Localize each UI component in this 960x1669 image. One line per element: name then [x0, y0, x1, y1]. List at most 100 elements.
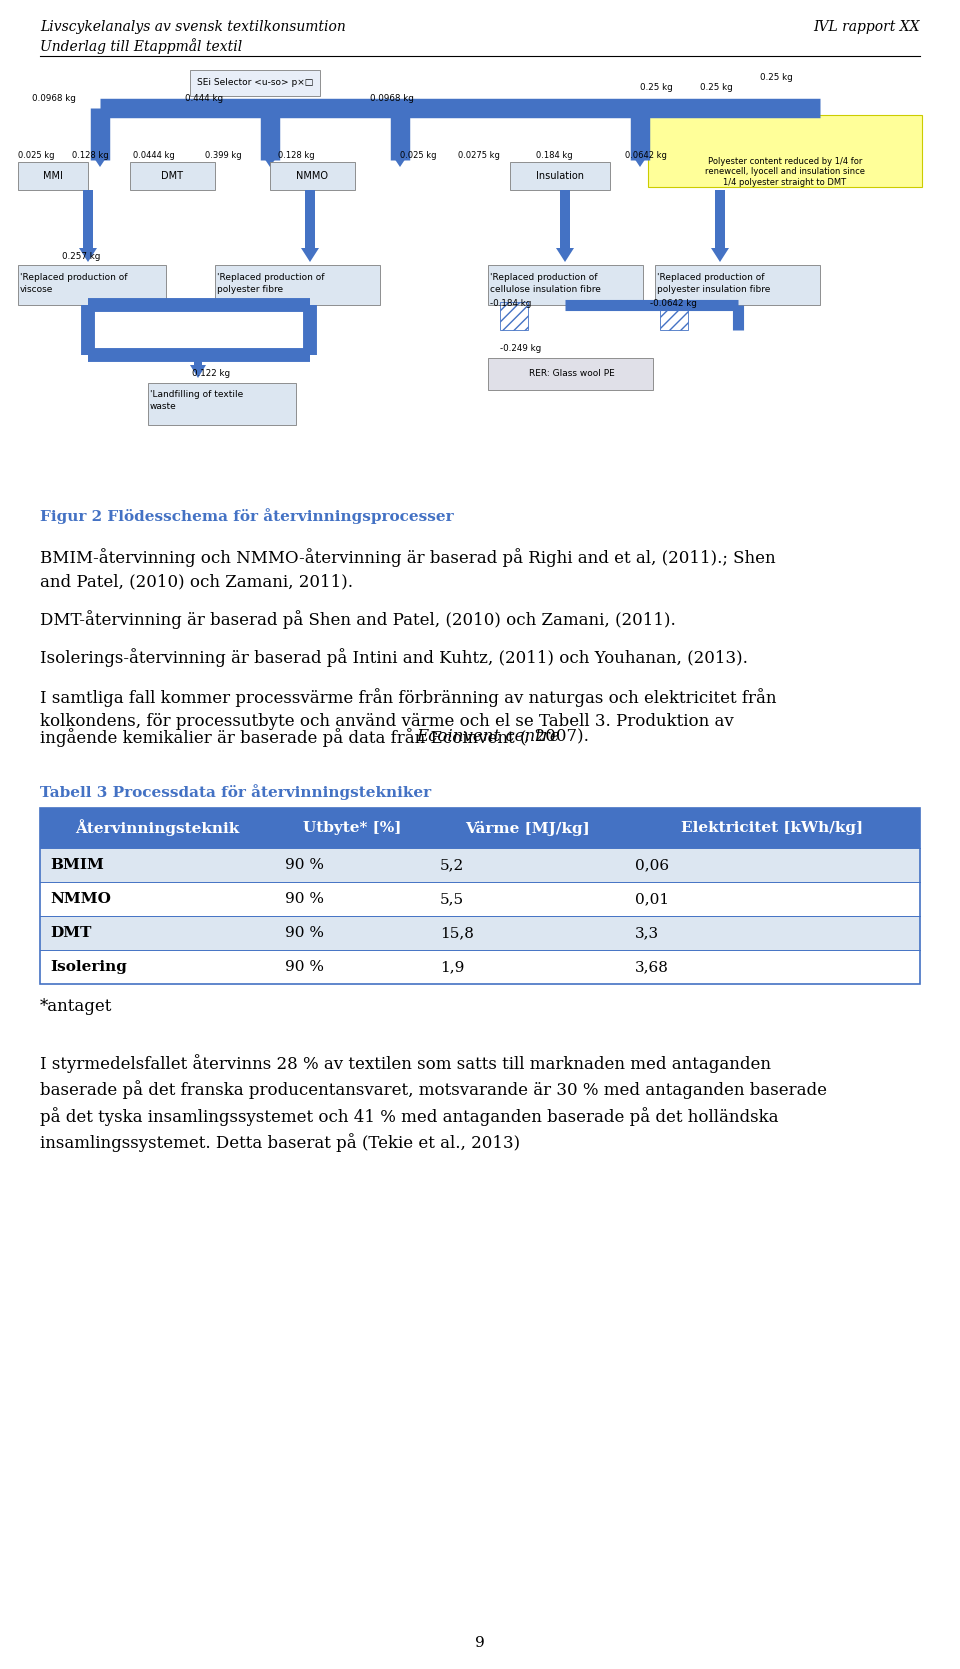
FancyBboxPatch shape [648, 115, 922, 187]
Text: polyester fibre: polyester fibre [217, 285, 283, 294]
Text: 1,9: 1,9 [440, 960, 465, 975]
Bar [40, 808, 920, 985]
Text: Utbyte* [%]: Utbyte* [%] [303, 821, 401, 834]
Text: 'Replaced production of: 'Replaced production of [217, 274, 324, 282]
Text: 0.257 kg: 0.257 kg [62, 252, 101, 260]
Bar [190, 70, 320, 97]
Text: 0.0275 kg: 0.0275 kg [458, 150, 500, 160]
Text: BMIM-återvinning och NMMO-återvinning är baserad på Righi and et al, (2011).; Sh: BMIM-återvinning och NMMO-återvinning är… [40, 547, 776, 591]
Bar [625, 848, 920, 881]
Polygon shape [392, 150, 408, 167]
Text: 0.128 kg: 0.128 kg [278, 150, 315, 160]
Bar [40, 916, 275, 950]
Text: 0.0642 kg: 0.0642 kg [625, 150, 667, 160]
Text: MMI: MMI [43, 170, 63, 180]
Bar [40, 881, 275, 916]
Text: Värme [MJ/kg]: Värme [MJ/kg] [466, 821, 589, 836]
Bar [488, 265, 643, 305]
Bar [18, 162, 88, 190]
Bar [430, 808, 625, 848]
Text: 0.128 kg: 0.128 kg [72, 150, 108, 160]
Bar [625, 808, 920, 848]
Text: waste: waste [150, 402, 177, 411]
Bar [430, 848, 625, 881]
Bar [625, 950, 920, 985]
Text: Livscykelanalys av svensk textilkonsumtion: Livscykelanalys av svensk textilkonsumti… [40, 20, 346, 33]
Bar [275, 881, 430, 916]
Text: 90 %: 90 % [285, 858, 324, 871]
Bar [275, 916, 430, 950]
Text: 0.25 kg: 0.25 kg [700, 83, 732, 92]
Polygon shape [79, 190, 97, 262]
Text: 'Landfilling of textile: 'Landfilling of textile [150, 391, 243, 399]
Text: 0.399 kg: 0.399 kg [205, 150, 242, 160]
Bar [40, 808, 275, 848]
Text: BMIM: BMIM [50, 858, 104, 871]
Polygon shape [92, 150, 108, 167]
Text: 0.25 kg: 0.25 kg [760, 73, 793, 82]
Polygon shape [556, 190, 574, 262]
Text: NMMO: NMMO [296, 170, 328, 180]
Text: Tabell 3 Processdata för återvinningstekniker: Tabell 3 Processdata för återvinningstek… [40, 784, 431, 799]
Text: *antaget: *antaget [40, 998, 112, 1015]
Text: 0.122 kg: 0.122 kg [192, 369, 230, 377]
Text: 90 %: 90 % [285, 891, 324, 906]
Text: SEi Selector <u-so> p×□: SEi Selector <u-so> p×□ [197, 78, 313, 87]
Text: viscose: viscose [20, 285, 54, 294]
Text: 0.0968 kg: 0.0968 kg [370, 93, 414, 103]
Text: I styrmedelsfallet återvinns 28 % av textilen som satts till marknaden med antag: I styrmedelsfallet återvinns 28 % av tex… [40, 1055, 827, 1152]
Text: 3,3: 3,3 [635, 926, 660, 940]
Bar [430, 916, 625, 950]
Bar [275, 808, 430, 848]
Text: 90 %: 90 % [285, 926, 324, 940]
Text: RER: Glass wool PE: RER: Glass wool PE [529, 369, 614, 379]
Bar [40, 848, 275, 881]
Text: 'Replaced production of: 'Replaced production of [657, 274, 764, 282]
Bar [430, 881, 625, 916]
Text: NMMO: NMMO [50, 891, 110, 906]
Text: Ecoinvent centre: Ecoinvent centre [417, 728, 560, 744]
Text: Underlag till Etappmål textil: Underlag till Etappmål textil [40, 38, 242, 53]
Text: 0,06: 0,06 [635, 858, 669, 871]
Text: Isolerings-återvinning är baserad på Intini and Kuhtz, (2011) och Youhanan, (201: Isolerings-återvinning är baserad på Int… [40, 648, 748, 668]
Polygon shape [711, 190, 729, 262]
Text: 0.184 kg: 0.184 kg [536, 150, 572, 160]
Text: 0.025 kg: 0.025 kg [400, 150, 437, 160]
Text: 3,68: 3,68 [635, 960, 669, 975]
Text: polyester insulation fibre: polyester insulation fibre [657, 285, 770, 294]
Bar [215, 265, 380, 305]
Text: DMT: DMT [50, 926, 91, 940]
Text: I samtliga fall kommer processvärme från förbränning av naturgas och elektricite: I samtliga fall kommer processvärme från… [40, 688, 777, 731]
Polygon shape [632, 150, 648, 167]
Polygon shape [301, 190, 319, 262]
Text: Återvinningsteknik: Återvinningsteknik [76, 819, 240, 836]
Text: Elektricitet [kWh/kg]: Elektricitet [kWh/kg] [682, 821, 864, 834]
Bar [270, 162, 355, 190]
Text: -0.0642 kg: -0.0642 kg [650, 299, 697, 309]
Bar [40, 950, 275, 985]
Text: , 2007).: , 2007). [524, 728, 588, 744]
Text: 0.444 kg: 0.444 kg [185, 93, 223, 103]
Text: 5,2: 5,2 [440, 858, 465, 871]
Text: DMT: DMT [161, 170, 183, 180]
Text: IVL rapport XX: IVL rapport XX [813, 20, 920, 33]
Polygon shape [262, 150, 278, 167]
Text: Insulation: Insulation [536, 170, 584, 180]
Text: Figur 2 Flödesschema för återvinningsprocesser: Figur 2 Flödesschema för återvinningspro… [40, 507, 454, 524]
Text: DMT-återvinning är baserad på Shen and Patel, (2010) och Zamani, (2011).: DMT-återvinning är baserad på Shen and P… [40, 609, 676, 629]
Text: ingående kemikalier är baserade på data från Ecoinvent (: ingående kemikalier är baserade på data … [40, 728, 526, 748]
Bar [655, 265, 820, 305]
Text: 0.0968 kg: 0.0968 kg [32, 93, 76, 103]
Text: 15,8: 15,8 [440, 926, 474, 940]
Text: 9: 9 [475, 1636, 485, 1651]
Text: 'Replaced production of: 'Replaced production of [490, 274, 597, 282]
Bar [510, 162, 610, 190]
Polygon shape [190, 355, 206, 377]
Bar [430, 950, 625, 985]
Text: 0.025 kg: 0.025 kg [18, 150, 55, 160]
Bar [625, 881, 920, 916]
Bar [130, 162, 215, 190]
Text: 0.0444 kg: 0.0444 kg [133, 150, 175, 160]
Text: 90 %: 90 % [285, 960, 324, 975]
Text: 'Replaced production of: 'Replaced production of [20, 274, 128, 282]
